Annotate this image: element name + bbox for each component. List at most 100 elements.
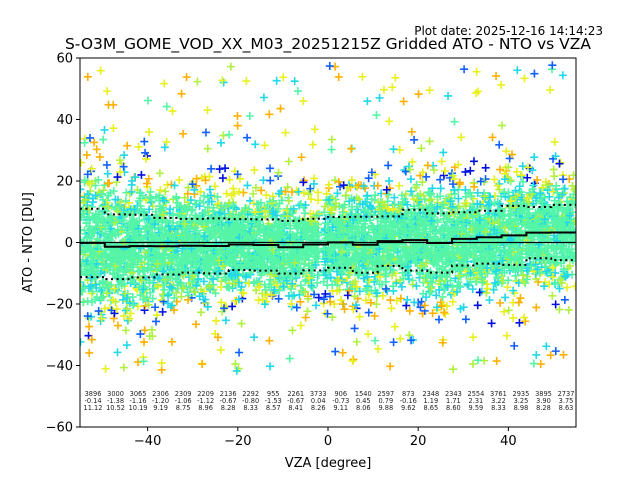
data-point bbox=[94, 221, 103, 230]
data-point bbox=[80, 283, 89, 292]
data-point bbox=[85, 322, 94, 331]
data-point bbox=[101, 250, 110, 259]
data-point bbox=[130, 279, 139, 288]
data-point bbox=[180, 219, 189, 228]
data-point bbox=[183, 288, 192, 297]
data-point bbox=[193, 268, 202, 277]
data-point bbox=[222, 189, 231, 198]
data-point bbox=[121, 250, 130, 259]
data-point bbox=[161, 187, 170, 196]
scatter-points bbox=[80, 61, 576, 375]
data-point bbox=[102, 289, 111, 298]
data-point bbox=[112, 305, 121, 314]
data-point bbox=[180, 254, 189, 263]
data-point bbox=[160, 226, 169, 235]
data-point bbox=[178, 284, 187, 293]
data-point bbox=[190, 253, 199, 262]
data-point bbox=[133, 229, 142, 238]
data-point bbox=[105, 263, 114, 272]
data-point bbox=[177, 234, 186, 243]
data-point bbox=[115, 248, 124, 257]
data-point bbox=[125, 314, 134, 323]
data-point bbox=[93, 234, 102, 243]
data-point bbox=[96, 294, 105, 303]
data-point bbox=[170, 294, 179, 303]
data-point bbox=[145, 276, 154, 285]
data-point bbox=[88, 257, 97, 266]
data-point bbox=[80, 206, 87, 215]
data-point bbox=[163, 230, 172, 239]
data-point bbox=[172, 192, 181, 201]
data-point bbox=[199, 277, 208, 286]
data-point bbox=[88, 266, 97, 275]
data-point bbox=[157, 204, 166, 213]
data-point bbox=[99, 186, 108, 195]
data-point bbox=[188, 205, 197, 214]
data-point bbox=[88, 198, 97, 207]
data-point bbox=[186, 231, 195, 240]
data-point bbox=[137, 170, 146, 179]
data-point bbox=[131, 173, 140, 182]
data-point bbox=[192, 260, 201, 269]
data-point bbox=[155, 191, 164, 200]
data-point bbox=[119, 162, 128, 171]
data-point bbox=[85, 233, 94, 242]
data-point bbox=[172, 288, 181, 297]
data-point bbox=[141, 148, 150, 157]
data-point bbox=[151, 303, 160, 312]
data-point bbox=[86, 273, 95, 282]
data-point bbox=[188, 277, 197, 286]
data-point bbox=[168, 301, 177, 310]
data-point bbox=[84, 213, 93, 222]
data-point bbox=[104, 191, 113, 200]
data-point bbox=[140, 306, 149, 315]
chart-title: S-O3M_GOME_VOD_XX_M03_20251215Z Gridded … bbox=[65, 35, 591, 54]
data-point bbox=[179, 271, 188, 280]
data-point bbox=[159, 249, 168, 258]
data-point bbox=[119, 270, 128, 279]
data-point bbox=[185, 291, 194, 300]
data-point bbox=[163, 237, 172, 246]
data-point bbox=[140, 248, 149, 257]
data-point bbox=[103, 179, 112, 188]
data-point bbox=[195, 231, 204, 240]
data-point bbox=[101, 225, 110, 234]
data-point bbox=[157, 256, 166, 265]
data-point bbox=[117, 281, 126, 290]
data-point bbox=[176, 258, 185, 267]
data-point bbox=[85, 179, 94, 188]
data-point bbox=[130, 205, 139, 214]
data-point bbox=[116, 252, 125, 261]
data-point bbox=[175, 176, 184, 185]
data-point bbox=[107, 217, 116, 226]
data-point bbox=[80, 248, 89, 257]
data-point bbox=[109, 124, 118, 133]
data-point bbox=[118, 237, 127, 246]
data-point bbox=[157, 296, 166, 305]
data-point bbox=[184, 295, 193, 304]
data-point bbox=[192, 281, 201, 290]
data-point bbox=[207, 274, 216, 283]
data-point bbox=[94, 307, 103, 316]
data-point bbox=[170, 225, 179, 234]
data-point bbox=[102, 160, 111, 169]
data-point bbox=[156, 186, 165, 195]
data-point bbox=[185, 256, 194, 265]
data-point bbox=[90, 138, 99, 147]
data-point bbox=[97, 314, 106, 323]
data-point bbox=[133, 302, 142, 311]
data-point bbox=[130, 258, 139, 267]
data-point bbox=[113, 173, 122, 182]
data-point bbox=[164, 299, 173, 308]
data-point bbox=[218, 174, 227, 183]
data-point bbox=[176, 202, 185, 211]
data-point bbox=[121, 306, 130, 315]
data-point bbox=[142, 179, 151, 188]
data-point bbox=[135, 188, 144, 197]
data-point bbox=[155, 251, 164, 260]
data-point bbox=[86, 225, 95, 234]
data-point bbox=[166, 268, 175, 277]
data-point bbox=[180, 203, 189, 212]
data-point bbox=[186, 196, 195, 205]
data-point bbox=[91, 191, 100, 200]
